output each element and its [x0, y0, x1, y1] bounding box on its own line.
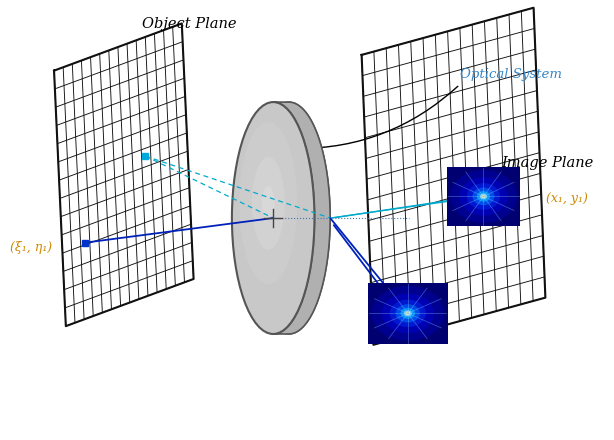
- Ellipse shape: [404, 310, 412, 316]
- Ellipse shape: [459, 177, 507, 216]
- Ellipse shape: [406, 312, 410, 315]
- Ellipse shape: [407, 312, 409, 314]
- Ellipse shape: [480, 194, 487, 199]
- Ellipse shape: [467, 183, 500, 210]
- Text: Optical System: Optical System: [460, 68, 562, 81]
- Polygon shape: [54, 23, 193, 326]
- Ellipse shape: [382, 293, 434, 333]
- Bar: [446, 167, 520, 226]
- Text: (ξ₁, η₁): (ξ₁, η₁): [10, 241, 52, 254]
- Ellipse shape: [239, 122, 297, 285]
- Polygon shape: [273, 102, 330, 334]
- Bar: [368, 283, 448, 344]
- Ellipse shape: [483, 196, 484, 197]
- Text: Object Plane: Object Plane: [142, 17, 237, 31]
- Ellipse shape: [247, 102, 330, 334]
- Ellipse shape: [450, 170, 516, 223]
- Ellipse shape: [396, 304, 420, 323]
- Ellipse shape: [262, 186, 274, 221]
- Ellipse shape: [472, 187, 494, 205]
- Polygon shape: [362, 8, 545, 345]
- Ellipse shape: [390, 300, 426, 327]
- Ellipse shape: [232, 102, 314, 334]
- Text: Image Plane: Image Plane: [501, 156, 593, 170]
- Text: (x₁, y₁): (x₁, y₁): [546, 192, 588, 205]
- Ellipse shape: [400, 308, 415, 319]
- Ellipse shape: [481, 195, 486, 198]
- Ellipse shape: [477, 191, 490, 202]
- Ellipse shape: [252, 157, 285, 249]
- Ellipse shape: [371, 286, 444, 341]
